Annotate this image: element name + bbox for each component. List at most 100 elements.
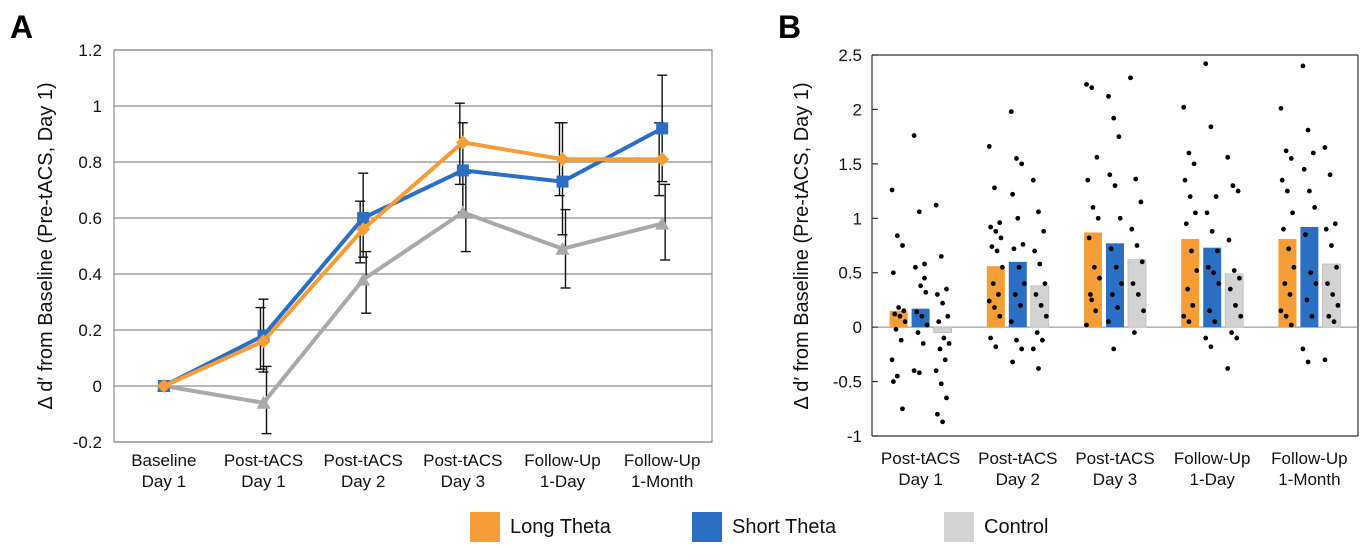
legend: Long Theta Short Theta Control: [470, 512, 1048, 542]
panel-b-dot-long-theta: [989, 244, 995, 249]
panel-b-dot-control: [933, 202, 939, 208]
panel-b-dot-control: [1041, 228, 1047, 234]
panel-b-dot-short-theta: [1303, 232, 1308, 238]
panel-b-dot-short-theta: [1208, 124, 1214, 130]
panel-b-dot-short-theta: [911, 133, 917, 138]
panel-b-bar-long-theta: [1278, 238, 1297, 328]
panel-a-x-tick-label: Baseline Day 1: [131, 451, 196, 491]
panel-a-point-long-theta: [655, 152, 670, 167]
panel-a-y-tick-label: 1: [93, 97, 102, 116]
panel-b-dot-short-theta: [1207, 308, 1212, 314]
panel-b-dot-short-theta: [1211, 270, 1216, 276]
panel-b-dot-control: [1134, 243, 1140, 248]
panel-b-dot-control: [1326, 313, 1332, 319]
panel-a-point-control: [555, 241, 570, 255]
panel-b-dot-short-theta: [1208, 344, 1214, 350]
legend-swatch-control: [944, 512, 974, 542]
panel-a-point-long-theta: [156, 379, 171, 393]
panel-a-point-short-theta: [556, 175, 569, 188]
panel-b-dot-short-theta: [924, 322, 930, 328]
panel-b-dot-short-theta: [1203, 335, 1209, 341]
panel-b-dot-long-theta: [1089, 85, 1095, 91]
panel-b-dot-short-theta: [1021, 281, 1027, 286]
panel-b-dot-short-theta: [1111, 346, 1117, 352]
panel-b-dot-long-theta: [986, 298, 992, 304]
panel-b-dot-long-theta: [894, 233, 900, 239]
panel-b-x-tick-label: Post-tACS Day 1: [881, 449, 960, 489]
panel-b-dot-control: [1332, 221, 1338, 227]
panel-b-dot-control: [1230, 183, 1236, 189]
panel-b-dot-long-theta: [898, 337, 904, 343]
panel-b-dot-short-theta: [1012, 292, 1018, 297]
panel-b-dot-short-theta: [1305, 359, 1311, 365]
panel-b-dot-control: [1226, 237, 1232, 243]
panel-b-dot-long-theta: [1093, 308, 1098, 314]
panel-b-dot-short-theta: [1313, 281, 1319, 286]
panel-b-dot-long-theta: [1088, 292, 1093, 297]
panel-b-dot-long-theta: [996, 292, 1001, 297]
panel-b-dot-short-theta: [1011, 246, 1017, 252]
panel-b-dot-long-theta: [1185, 286, 1190, 292]
panel-b-dot-short-theta: [1300, 346, 1306, 352]
panel-b-dot-control: [935, 411, 940, 417]
panel-b-dot-short-theta: [1216, 281, 1222, 286]
panel-b-y-tick-label: -0.5: [833, 373, 862, 392]
panel-b-dot-long-theta: [988, 335, 993, 341]
panel-b-dot-long-theta: [894, 373, 900, 379]
panel-a-point-long-theta: [356, 222, 371, 237]
panel-b-dot-control: [1231, 268, 1237, 273]
panel-b-dot-long-theta: [1285, 188, 1290, 194]
panel-a-line-chart: -0.2 0 0.2 0.4 0.6 0.8 1 1.2 Baseline Day 1 Post-t…: [73, 41, 713, 491]
panel-b-y-tick-label: 0: [853, 318, 862, 337]
panel-b-dot-long-theta: [901, 308, 907, 314]
panel-b-dot-long-theta: [1186, 150, 1192, 156]
panel-b-dot-control: [1030, 346, 1036, 352]
panel-b-dot-control: [1225, 154, 1231, 160]
panel-b-bar-chart: -1 -0.5 0 0.5 1 1.5 2 2.5 Post-tACS Day 1 Post-tAC…: [833, 46, 1359, 489]
panel-b-dot-short-theta: [1111, 115, 1117, 121]
panel-b-dot-control: [1235, 188, 1241, 194]
panel-b-dot-control: [1234, 335, 1240, 341]
panel-b-dot-long-theta: [1182, 177, 1188, 183]
panel-b-dot-control: [1129, 226, 1135, 232]
panel-b-dot-control: [1229, 330, 1234, 335]
panel-b-dot-short-theta: [918, 283, 923, 289]
panel-b-dot-short-theta: [1018, 302, 1023, 308]
panel-b-dot-long-theta: [988, 224, 993, 230]
panel-b-dot-control: [945, 313, 951, 319]
panel-a-point-long-theta: [455, 135, 470, 150]
panel-b-y-tick-label: 1: [853, 209, 862, 228]
panel-b-dot-short-theta: [1010, 359, 1015, 365]
panel-b-dot-control: [1322, 357, 1328, 363]
panel-b-dot-control: [1331, 319, 1337, 325]
panel-b-dot-control: [1335, 302, 1341, 308]
panel-a-y-tick-label: 0: [93, 377, 102, 396]
panel-b-dot-short-theta: [1213, 194, 1219, 199]
panel-b-dot-short-theta: [1119, 281, 1124, 286]
panel-b-dot-short-theta: [1014, 337, 1019, 343]
panel-b-dot-control: [935, 292, 940, 297]
panel-b-dot-long-theta: [997, 313, 1003, 319]
panel-b-dot-control: [1327, 172, 1333, 178]
panel-b-dot-long-theta: [1287, 292, 1293, 297]
panel-b-dot-control: [1141, 308, 1146, 314]
panel-b-dot-short-theta: [1008, 319, 1014, 325]
panel-b-dot-long-theta: [993, 344, 999, 350]
panel-a-y-tick-label: 1.2: [78, 41, 102, 60]
panel-b-dot-long-theta: [892, 311, 898, 317]
panel-b-dot-short-theta: [1108, 246, 1114, 252]
panel-b-dot-short-theta: [1020, 242, 1026, 247]
panel-b-dot-short-theta: [1110, 292, 1115, 297]
panel-a-y-axis-label: Δ d′ from Baseline (Pre-tACS, Day 1): [35, 82, 57, 409]
panel-b-x-tick-label: Follow-Up 1-Day: [1174, 449, 1251, 489]
panel-b-dot-short-theta: [923, 289, 929, 295]
panel-b-dot-long-theta: [896, 305, 901, 310]
panel-b-dot-long-theta: [1085, 177, 1091, 183]
panel-b-dot-control: [1042, 281, 1048, 286]
panel-b-dot-long-theta: [1190, 302, 1196, 308]
panel-b-dot-long-theta: [1089, 297, 1095, 303]
panel-b-dot-short-theta: [916, 370, 922, 376]
panel-b-dot-control: [1033, 292, 1039, 297]
panel-b-dot-short-theta: [1203, 61, 1209, 67]
